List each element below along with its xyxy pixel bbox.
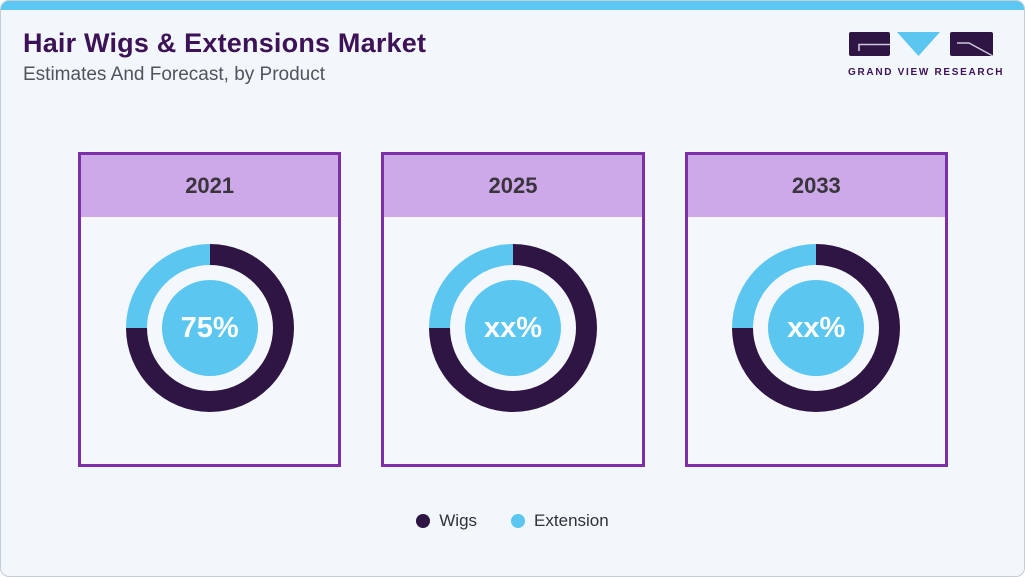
year-card-2033: 2033 xx% xyxy=(684,152,948,467)
year-label: 2033 xyxy=(791,173,841,198)
page-subtitle: Estimates And Forecast, by Product xyxy=(23,64,326,85)
donut-center-label: 75% xyxy=(161,280,258,376)
legend-item-wigs: Wigs xyxy=(416,511,477,531)
year-card-header: 2021 xyxy=(81,155,339,217)
year-label: 2025 xyxy=(488,173,538,198)
donut-center-label: xx% xyxy=(768,280,865,376)
year-card-2025: 2025 xx% xyxy=(381,152,645,467)
charts-row: 2021 75% 2025 xx% xyxy=(78,152,948,467)
wigs-color-dot xyxy=(416,514,431,528)
extension-color-dot xyxy=(511,514,526,528)
donut-center-label: xx% xyxy=(464,280,561,376)
page-title: Hair Wigs & Extensions Market xyxy=(23,28,427,58)
header: Hair Wigs & Extensions Market Estimates … xyxy=(1,10,1024,86)
top-accent-bar xyxy=(1,1,1024,10)
legend-item-extension: Extension xyxy=(511,511,609,531)
title-block: Hair Wigs & Extensions Market Estimates … xyxy=(23,28,426,86)
year-card-header: 2033 xyxy=(687,155,945,217)
legend-label-wigs: Wigs xyxy=(439,511,478,530)
legend-label-extension: Extension xyxy=(534,511,609,530)
gvr-logo-icon xyxy=(849,32,993,57)
donut-chart-2033: xx% xyxy=(732,244,901,412)
donut-chart-2021: 75% xyxy=(125,244,294,412)
chart-legend: Wigs Extension xyxy=(1,511,1024,531)
year-card-2021: 2021 75% xyxy=(78,152,342,467)
year-card-header: 2025 xyxy=(384,155,642,217)
year-label: 2021 xyxy=(185,173,235,198)
gvr-logo: GRAND VIEW RESEARCH xyxy=(848,31,1005,78)
donut-chart-2025: xx% xyxy=(428,244,597,412)
gvr-logo-text: GRAND VIEW RESEARCH xyxy=(848,67,1005,78)
